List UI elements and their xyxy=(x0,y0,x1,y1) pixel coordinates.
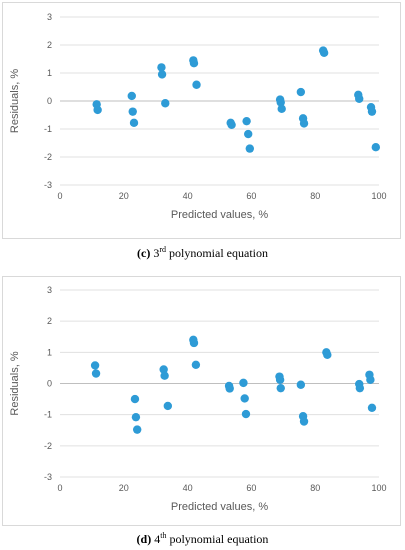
y-tick-label: -2 xyxy=(44,441,52,451)
data-point xyxy=(131,412,141,422)
data-point xyxy=(244,129,253,139)
x-tick-label: 40 xyxy=(183,483,193,493)
data-point xyxy=(132,425,142,434)
data-point xyxy=(90,361,100,370)
scatter-chart-d: 3 2 1 0 -1 -2 -3 0 20 40 60 80 100 Predicted values, … xyxy=(9,285,387,513)
data-point xyxy=(225,384,234,393)
data-point xyxy=(159,365,168,374)
data-point xyxy=(371,143,381,152)
data-point xyxy=(189,59,199,68)
data-point xyxy=(299,417,309,426)
y-tick-label: 3 xyxy=(47,12,52,22)
y-tick-label: -2 xyxy=(44,152,52,162)
data-point xyxy=(323,350,332,360)
caption-text: polynomial equation xyxy=(166,532,269,546)
data-point xyxy=(189,338,199,348)
y-tick-label: -3 xyxy=(44,472,52,482)
data-point xyxy=(192,80,201,89)
data-point xyxy=(296,87,306,97)
caption-ordinal-suffix: th xyxy=(160,531,167,540)
caption-c: (c) 3rd polynomial equation xyxy=(0,246,405,261)
x-tick-label: 40 xyxy=(183,191,193,201)
caption-d: (d) 4th polynomial equation xyxy=(0,532,405,547)
caption-ordinal-suffix: rd xyxy=(159,245,166,254)
y-tick-label: 2 xyxy=(47,40,52,50)
caption-ordinal: 3 xyxy=(153,246,160,260)
data-point xyxy=(355,94,364,103)
data-point xyxy=(277,104,286,114)
data-point xyxy=(160,371,169,380)
data-point xyxy=(275,375,285,384)
data-point xyxy=(296,380,306,389)
x-tick-label: 80 xyxy=(310,483,320,493)
y-tick-label: -1 xyxy=(44,124,52,134)
data-point xyxy=(157,63,166,72)
data-point xyxy=(129,118,139,128)
data-point xyxy=(241,409,251,419)
y-tick-label: 0 xyxy=(47,379,52,389)
x-tick-label: 0 xyxy=(57,483,62,493)
x-tick-label: 80 xyxy=(310,191,320,201)
scatter-chart-c: 3 2 1 0 -1 -2 -3 0 20 40 60 80 100 Predicted values, … xyxy=(9,12,387,221)
caption-ordinal: 4 xyxy=(154,532,161,546)
y-tick-label: -1 xyxy=(44,410,52,420)
y-tick-label: 1 xyxy=(47,347,52,357)
data-point xyxy=(299,119,309,128)
y-tick-label: -3 xyxy=(44,180,52,190)
data-point xyxy=(355,383,365,393)
caption-text: polynomial equation xyxy=(166,246,268,260)
data-point xyxy=(161,99,170,108)
x-tick-label: 20 xyxy=(119,483,129,493)
x-tick-label: 20 xyxy=(119,191,129,201)
data-point xyxy=(240,394,249,403)
data-point xyxy=(163,401,173,411)
data-point xyxy=(276,98,285,107)
data-point xyxy=(367,107,377,116)
caption-letter: (c) xyxy=(137,246,151,260)
data-point xyxy=(276,383,285,393)
x-tick-label: 100 xyxy=(371,191,386,201)
y-tick-label: 0 xyxy=(47,96,52,106)
x-tick-label: 100 xyxy=(371,483,386,493)
data-point xyxy=(366,375,375,384)
data-point xyxy=(130,394,140,404)
data-point xyxy=(242,116,251,126)
data-point xyxy=(227,120,236,129)
y-tick-label: 2 xyxy=(47,316,52,326)
data-point xyxy=(367,403,377,413)
x-tick-label: 60 xyxy=(246,191,256,201)
y-tick-label: 3 xyxy=(47,285,52,295)
data-point xyxy=(128,107,137,116)
data-point xyxy=(93,105,102,115)
data-point xyxy=(91,369,101,378)
data-point xyxy=(157,70,167,79)
data-point xyxy=(245,144,255,153)
x-tick-label: 0 xyxy=(57,191,62,201)
x-axis-title: Predicted values, % xyxy=(171,501,268,513)
x-axis-title: Predicted values, % xyxy=(171,209,268,221)
data-point xyxy=(127,91,136,101)
data-point xyxy=(191,360,201,369)
chart-panel-d: 3 2 1 0 -1 -2 -3 0 20 40 60 80 100 Predicted values, … xyxy=(2,276,401,526)
y-axis-title: Residuals, % xyxy=(9,69,21,133)
y-axis-title: Residuals, % xyxy=(9,351,21,415)
x-tick-label: 60 xyxy=(246,483,256,493)
caption-letter: (d) xyxy=(136,532,152,546)
chart-panel-c: 3 2 1 0 -1 -2 -3 0 20 40 60 80 100 Predicted values, … xyxy=(2,2,401,239)
data-point xyxy=(319,48,329,58)
data-point xyxy=(239,378,248,388)
y-tick-label: 1 xyxy=(47,68,52,78)
